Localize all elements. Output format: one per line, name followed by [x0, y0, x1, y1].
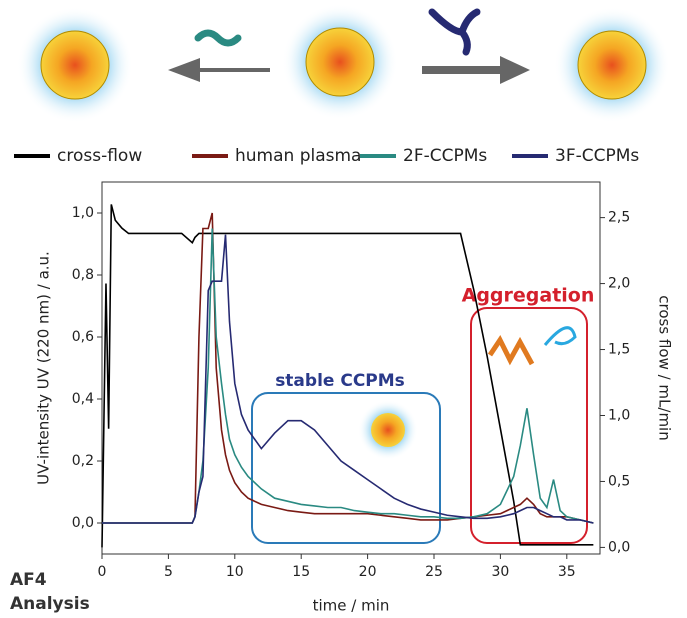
data-line: [102, 212, 594, 524]
y2-tick-label: 2,0: [608, 276, 630, 292]
y2-tick-label: 2,5: [608, 210, 630, 226]
y-tick-label: 0,0: [72, 515, 94, 531]
plot-frame: [101, 181, 601, 555]
y2-tick-label: 0,5: [608, 473, 630, 489]
annotation: AF4: [10, 570, 47, 590]
x-tick-label: 15: [292, 564, 310, 580]
stable-box: [251, 392, 441, 544]
legend-label: cross-flow: [57, 146, 142, 166]
y-axis-label: UV-intensity UV (220 nm) / a.u.: [35, 251, 53, 485]
x-axis-label: time / min: [313, 597, 390, 615]
y-tick-label: 1,0: [72, 205, 94, 221]
legend-label: 3F-CCPMs: [555, 146, 639, 166]
y-tick-label: 0,6: [72, 329, 94, 345]
legend-label: 2F-CCPMs: [403, 146, 487, 166]
aggregation-box: [470, 307, 588, 544]
y-tick-label: 0,4: [72, 391, 94, 407]
mini-illustration: [358, 326, 577, 460]
x-tick-label: 10: [226, 564, 244, 580]
x-tick-label: 30: [491, 564, 509, 580]
y2-tick-label: 1,5: [608, 342, 630, 358]
y-tick-label: 0,8: [72, 267, 94, 283]
annotation: stable CCPMs: [275, 371, 405, 391]
data-line: [102, 234, 594, 524]
x-tick-label: 20: [359, 564, 377, 580]
y2-tick-label: 0,0: [608, 539, 630, 555]
x-tick-label: 0: [98, 564, 107, 580]
y-tick-label: 0,2: [72, 453, 94, 469]
x-tick-label: 5: [164, 564, 173, 580]
legend-label: human plasma: [235, 146, 361, 166]
illustration: [17, 4, 670, 123]
data-line: [101, 204, 594, 548]
y2-axis-label: cross flow / mL/min: [656, 295, 674, 440]
annotation: Aggregation: [462, 285, 595, 307]
annotation: Analysis: [10, 594, 90, 614]
x-tick-label: 25: [425, 564, 443, 580]
y2-tick-label: 1,0: [608, 407, 630, 423]
x-tick-label: 35: [558, 564, 576, 580]
